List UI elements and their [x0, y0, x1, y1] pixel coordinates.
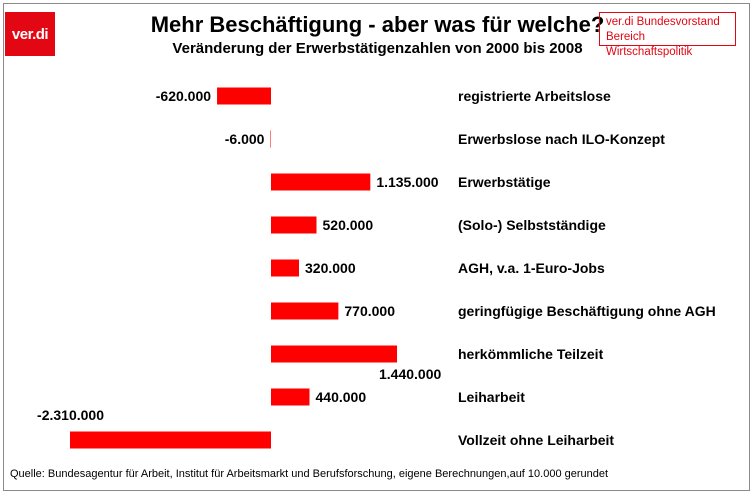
bar-6 — [271, 302, 339, 320]
value-label-9: -2.310.000 — [37, 407, 104, 423]
category-label-4: (Solo-) Selbstständige — [458, 217, 606, 233]
bar-4 — [271, 216, 317, 234]
value-label-3: 1.135.000 — [376, 174, 438, 190]
category-label-6: geringfügige Beschäftigung ohne AGH — [458, 303, 716, 319]
value-label-2: -6.000 — [225, 131, 265, 147]
value-label-1: -620.000 — [156, 88, 211, 104]
category-label-9: Vollzeit ohne Leiharbeit — [458, 432, 614, 448]
source-note: Quelle: Bundesagentur für Arbeit, Instit… — [10, 468, 609, 480]
org-line-1: ver.di Bundesvorstand — [606, 16, 720, 28]
org-line-2: Bereich Wirtschaftspolitik — [606, 31, 693, 58]
bar-3 — [271, 173, 371, 191]
bar-8 — [271, 388, 310, 406]
category-label-5: AGH, v.a. 1-Euro-Jobs — [458, 260, 605, 276]
chart-frame — [3, 3, 750, 491]
category-label-3: Erwerbstätige — [458, 174, 551, 190]
bar-5 — [271, 259, 299, 277]
category-label-2: Erwerbslose nach ILO-Konzept — [458, 131, 665, 147]
category-label-1: registrierte Arbeitslose — [458, 88, 611, 104]
category-label-7: herkömmliche Teilzeit — [458, 346, 604, 362]
bar-2 — [270, 130, 271, 148]
bar-7 — [271, 345, 397, 363]
value-label-5: 320.000 — [305, 260, 356, 276]
chart-subtitle: Veränderung der Erwerbstätigenzahlen von… — [172, 40, 583, 57]
category-label-8: Leiharbeit — [458, 389, 525, 405]
value-label-4: 520.000 — [323, 217, 374, 233]
bar-9 — [70, 431, 271, 449]
value-label-8: 440.000 — [316, 389, 367, 405]
value-label-6: 770.000 — [344, 303, 395, 319]
bar-1 — [217, 87, 271, 105]
value-label-7: 1.440.000 — [379, 366, 441, 382]
chart-title: Mehr Beschäftigung - aber was für welche… — [150, 12, 605, 37]
verdi-logo: ver.di — [5, 12, 55, 56]
org-box: ver.di Bundesvorstand Bereich Wirtschaft… — [599, 12, 736, 58]
